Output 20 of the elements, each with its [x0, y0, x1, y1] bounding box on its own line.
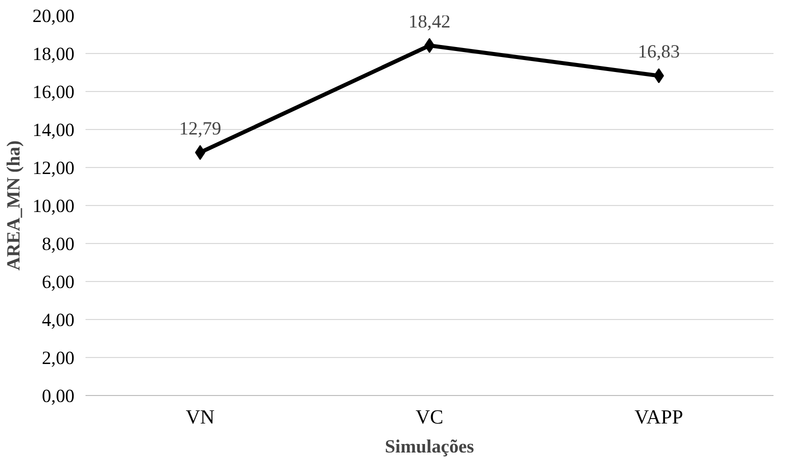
text: 18,42: [408, 12, 450, 33]
y-tick-label: 16,00: [32, 82, 75, 103]
text: 16,83: [638, 42, 680, 63]
y-tick-label: 2,00: [42, 348, 75, 369]
y-tick-label: 14,00: [32, 120, 75, 141]
y-tick-label: 6,00: [42, 272, 75, 293]
y-tick-label: 10,00: [32, 196, 75, 217]
y-tick-label: 8,00: [42, 234, 75, 255]
x-axis-title: Simulações: [384, 436, 474, 458]
y-tick-label: 12,00: [32, 158, 75, 179]
x-tick-label: VN: [186, 406, 215, 428]
point: [424, 38, 435, 54]
y-tick-label: 20,00: [32, 6, 75, 27]
y-axis-title: AREA_MN (ha): [4, 140, 25, 271]
x-tick-label: VAPP: [634, 406, 684, 428]
y-tick-label: 4,00: [42, 310, 75, 331]
x-tick-label: VC: [416, 406, 444, 428]
text: 12,79: [179, 118, 222, 140]
y-tick-label: 0,00: [42, 386, 75, 407]
y-tick-label: 18,00: [32, 44, 75, 65]
